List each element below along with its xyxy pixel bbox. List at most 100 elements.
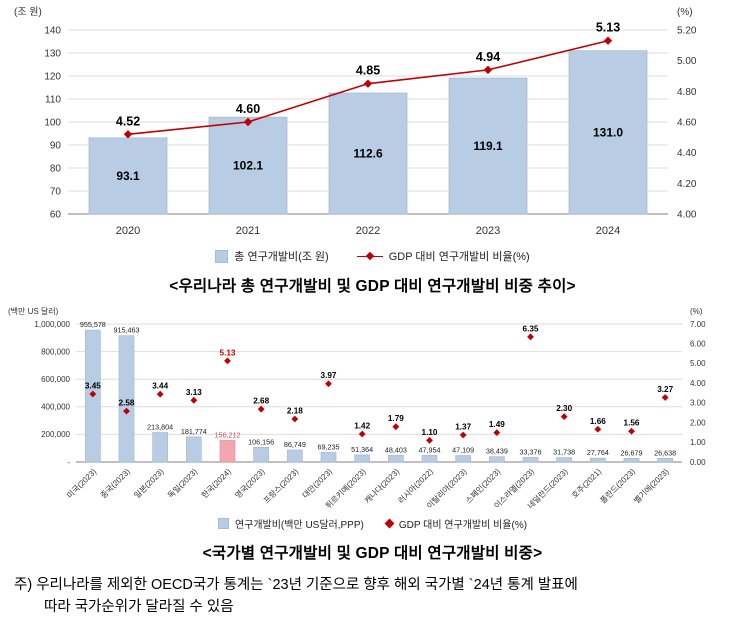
- bar: [387, 454, 404, 463]
- right-axis-tick-label: 0.00: [690, 458, 706, 467]
- bar-value-label: 119.1: [473, 139, 503, 153]
- right-axis-unit-label: (%): [677, 7, 693, 18]
- line-diamond-swatch: [356, 251, 383, 261]
- bar: [448, 77, 528, 215]
- ratio-label: 1.49: [489, 420, 505, 429]
- trend-legend: 총 연구개발비(조 원) GDP 대비 연구개발비 비율(%): [0, 248, 745, 264]
- trend-chart-title: <우리나라 총 연구개발비 및 GDP 대비 연구개발비 비중 추이>: [169, 278, 576, 295]
- legend-item-gdp-ratio: GDP 대비 연구개발비 비율(%): [356, 248, 530, 264]
- left-axis-tick-label: 200,000: [41, 430, 70, 439]
- right-axis-tick-label: 4.00: [690, 379, 706, 388]
- bar-value-label: 26,638: [654, 448, 676, 457]
- right-axis-tick-label: 7.00: [690, 320, 706, 329]
- legend-item-total-rnd: 총 연구개발비(조 원): [215, 248, 329, 264]
- bar: [556, 457, 573, 463]
- right-axis-tick-label: 3.00: [690, 399, 706, 408]
- trend-chart-svg: 140 130 120 110 100 90 80 70 60 5.20 5.00 4.80 4.60 4…: [14, 6, 697, 237]
- left-axis-tick-label: 90: [50, 141, 62, 152]
- bar: [286, 449, 303, 463]
- left-axis-tick-label: 800,000: [41, 347, 70, 356]
- ratio-point-diamond: [527, 333, 534, 341]
- bar-value-label: 915,463: [114, 326, 140, 335]
- right-axis-tick-label: 1.00: [690, 438, 706, 447]
- right-axis-tick-label: 4.20: [677, 179, 697, 190]
- bar-value-label: 213,804: [147, 422, 173, 431]
- x-axis-label: 영국(2023): [233, 466, 267, 500]
- right-axis-tick-label: 5.00: [677, 56, 697, 67]
- legend-label: GDP 대비 연구개발비 비율(%): [388, 251, 530, 263]
- ratio-label: 4.85: [356, 64, 380, 78]
- legend-item-rnd-expenditure: 연구개발비(백만 US달러,PPP): [217, 516, 364, 531]
- ratio-point-diamond: [358, 430, 366, 438]
- x-axis-label: 미국(2023): [65, 467, 98, 500]
- footnote: 주) 우리나라를 제외한 OECD국가 통계는 `23년 기준으로 향후 해외 …: [14, 575, 729, 619]
- ratio-label: 4.94: [476, 50, 500, 64]
- ratio-label: 2.58: [119, 399, 135, 408]
- bar-value-label: 955,578: [80, 320, 106, 329]
- ratio-point-diamond: [190, 396, 198, 404]
- bar: [208, 116, 288, 215]
- country-legend: 연구개발비(백만 US달러,PPP) GDP 대비 연구개발비 비율(%): [0, 516, 745, 531]
- x-axis-label: 2024: [596, 225, 620, 237]
- bar-value-label: 106,156: [248, 437, 274, 446]
- x-axis-label: 호주(2021): [570, 467, 603, 500]
- ratio-label: 1.37: [455, 422, 471, 431]
- bar: [253, 447, 270, 463]
- left-axis-unit-label: (백만 US 달러): [8, 306, 59, 316]
- left-axis-tick-label: 400,000: [41, 403, 70, 412]
- ratio-label: 3.13: [186, 388, 202, 397]
- left-axis-tick-label: 600,000: [41, 375, 70, 384]
- bar-value-label: 27,764: [587, 448, 609, 457]
- bar: [455, 455, 472, 463]
- ratio-point-diamond: [493, 429, 501, 437]
- x-axis-label: 일본(2023): [132, 467, 165, 500]
- right-axis-tick-label: 4.40: [677, 148, 697, 159]
- x-axis-label: 2023: [476, 225, 500, 237]
- bar-value-label: 33,376: [520, 447, 542, 456]
- bar: [589, 457, 606, 463]
- bar-value-label: 47,109: [452, 445, 474, 454]
- x-axis-label: 대만(2023): [301, 467, 334, 500]
- bar-value-label: 69,235: [318, 442, 340, 451]
- ratio-point-diamond: [426, 436, 433, 444]
- x-axis-label: 벨기에(2023): [632, 466, 671, 505]
- bar: [522, 457, 539, 463]
- bar: [568, 50, 648, 215]
- bar: [152, 432, 169, 463]
- ratio-point-diamond: [594, 425, 602, 433]
- ratio-label: 2.68: [253, 397, 269, 406]
- ratio-point-diamond: [560, 413, 568, 421]
- ratio-label: 3.44: [152, 382, 168, 391]
- footnote-line2: 따라 국가순위가 달라질 수 있음: [44, 598, 234, 615]
- line-point-diamond: [603, 36, 613, 45]
- ratio-label: 3.45: [85, 381, 101, 390]
- right-axis-tick-label: 4.60: [677, 118, 697, 129]
- bar-value-label: 26,679: [621, 448, 643, 457]
- ratio-point-diamond: [628, 427, 635, 435]
- ratio-point-diamond: [661, 394, 669, 401]
- ratio-point-diamond: [325, 380, 332, 388]
- ratio-label: 5.13: [596, 21, 620, 35]
- ratio-point-diamond: [156, 390, 164, 398]
- ratio-point-diamond: [224, 357, 231, 365]
- bar-value-label: 51,364: [351, 445, 373, 454]
- left-axis-unit-label: (조 원): [14, 6, 42, 18]
- left-axis-tick-label: 140: [44, 26, 61, 37]
- bar: [354, 454, 371, 463]
- diamond-swatch: [384, 518, 395, 529]
- ratio-label: 1.79: [388, 414, 404, 423]
- bar-value-label: 102.1: [233, 159, 263, 173]
- bar-series-swatch: [215, 249, 229, 263]
- ratio-label: 4.52: [116, 114, 140, 128]
- bar-value-label: 112.6: [353, 147, 383, 161]
- footnote-line1: 주) 우리나라를 제외한 OECD국가 통계는 `23년 기준으로 향후 해외 …: [14, 577, 578, 593]
- bar: [488, 456, 505, 463]
- bar-value-label: 181,774: [181, 427, 207, 436]
- bar: [219, 440, 236, 463]
- line-point-diamond: [243, 117, 253, 127]
- trend-chart: 140 130 120 110 100 90 80 70 60 5.20 5.00 4.80 4.60 4…: [0, 0, 745, 264]
- bar-value-label: 31,738: [553, 448, 575, 457]
- right-axis-tick-label: 4.00: [677, 210, 697, 221]
- ratio-label: 3.27: [657, 385, 673, 394]
